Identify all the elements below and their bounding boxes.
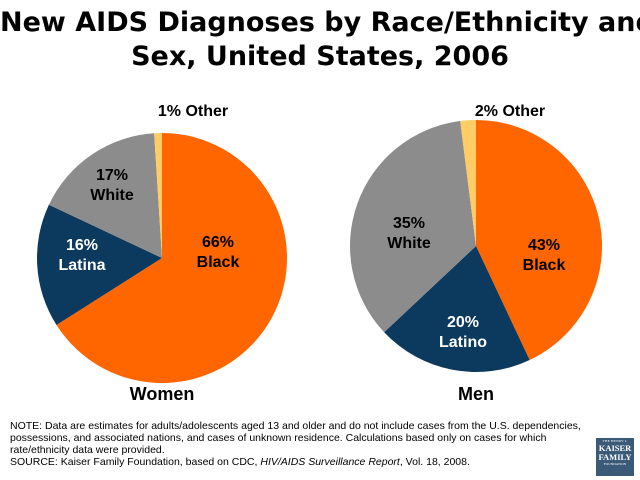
pie-women-slice-white [48, 133, 162, 258]
logo-top-text: THE HENRY J. [602, 439, 628, 443]
pie-men-label-white: 35% White [387, 215, 431, 252]
pie-women-slice-latino [37, 204, 162, 325]
pie-women-caption: Women [130, 384, 195, 404]
pie-women-slice-black [56, 133, 287, 383]
pie-women-label-black: 66% Black [197, 234, 240, 271]
pie-men-slice-black [476, 119, 603, 361]
source-suffix: , Vol. 18, 2008. [399, 456, 470, 468]
logo-foundation-text: FOUNDATION [603, 462, 627, 466]
pie-men-label-other: 2% Other [475, 103, 545, 120]
chart-title-line-2: Sex, United States, 2006 [131, 41, 509, 72]
pie-women-label-latino: 16% Latina [58, 237, 105, 274]
note-text: NOTE: Data are estimates for adults/adol… [10, 420, 581, 456]
pie-men-caption: Men [458, 384, 494, 404]
source-report-title: HIV/AIDS Surveillance Report [260, 456, 400, 468]
pie-men-slice-white [349, 120, 476, 333]
pie-women-label-white: 17% White [90, 167, 134, 204]
pie-men-slice-latino [384, 246, 530, 373]
kff-logo: THE HENRY J. KAISER FAMILY FOUNDATION [596, 438, 634, 476]
footnote: NOTE: Data are estimates for adults/adol… [10, 420, 590, 468]
pie-women-label-other: 1% Other [158, 103, 228, 120]
source-prefix: SOURCE: Kaiser Family Foundation, based … [10, 456, 261, 468]
source-text: SOURCE: Kaiser Family Foundation, based … [10, 456, 590, 468]
pie-men-slice-other [460, 119, 476, 246]
pie-women-slice-other [154, 133, 162, 258]
logo-family-text: FAMILY [598, 452, 632, 462]
chart-title: New AIDS Diagnoses by Race/Ethnicity and… [0, 6, 640, 74]
pie-men-label-black: 43% Black [523, 237, 566, 274]
pie-men-label-latino: 20% Latino [439, 314, 487, 351]
logo-kaiser-text: KAISER [598, 443, 632, 453]
chart-title-line-1: New AIDS Diagnoses by Race/Ethnicity and [0, 7, 640, 38]
